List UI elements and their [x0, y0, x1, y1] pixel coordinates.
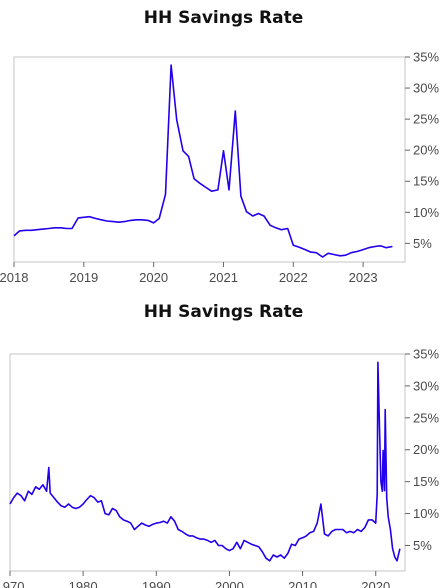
x-tick-label: 2018 — [0, 270, 28, 285]
chart-title: HH Savings Rate — [143, 8, 304, 28]
y-tick-label: 10% — [413, 506, 439, 521]
chart-panel-longrun: HH Savings Rate 1970 1980 1990 2000 2010 2020… — [0, 290, 447, 588]
y-tick-label: 30% — [413, 378, 439, 393]
x-tick-label: 2023 — [349, 270, 378, 285]
plot-frame — [13, 56, 406, 263]
y-tick-label: 15% — [413, 174, 439, 189]
x-tick-label: 2000 — [215, 579, 244, 588]
series-line — [13, 64, 393, 258]
x-tick-label: 2021 — [209, 270, 238, 285]
y-tick-label: 20% — [413, 442, 439, 457]
x-tick-label: 1980 — [69, 579, 98, 588]
y-tick-label: 10% — [413, 205, 439, 220]
x-tick-label: 2020 — [361, 579, 390, 588]
line-chart-longrun: 1970 1980 1990 2000 2010 2020 5% 10% 15% 20% 25% 30… — [0, 347, 439, 588]
x-tick-label: 2020 — [139, 270, 168, 285]
y-tick-label: 35% — [413, 50, 439, 65]
x-tick-label: 2022 — [279, 270, 308, 285]
y-tick-label: 15% — [413, 474, 439, 489]
y-tick-label: 25% — [413, 112, 439, 127]
y-tick-label: 35% — [413, 347, 439, 362]
plot-frame — [9, 353, 406, 572]
x-tick-label: 1990 — [142, 579, 171, 588]
x-tick-label: 1970 — [0, 579, 24, 588]
x-tick-label: 2019 — [69, 270, 98, 285]
series-line — [9, 361, 401, 562]
y-tick-label: 5% — [413, 236, 432, 251]
x-tick-label: 2010 — [288, 579, 317, 588]
chart-title: HH Savings Rate — [143, 302, 304, 322]
y-tick-label: 25% — [413, 410, 439, 425]
y-tick-label: 5% — [413, 538, 432, 553]
line-chart-recent: 2018 2019 2020 2021 2022 2023 5% 10% 15% 20% 25% 30… — [0, 50, 439, 286]
y-tick-label: 30% — [413, 81, 439, 96]
y-tick-label: 20% — [413, 143, 439, 158]
chart-panel-recent: HH Savings Rate 2018 2019 2020 2021 2022 2023… — [0, 0, 447, 290]
